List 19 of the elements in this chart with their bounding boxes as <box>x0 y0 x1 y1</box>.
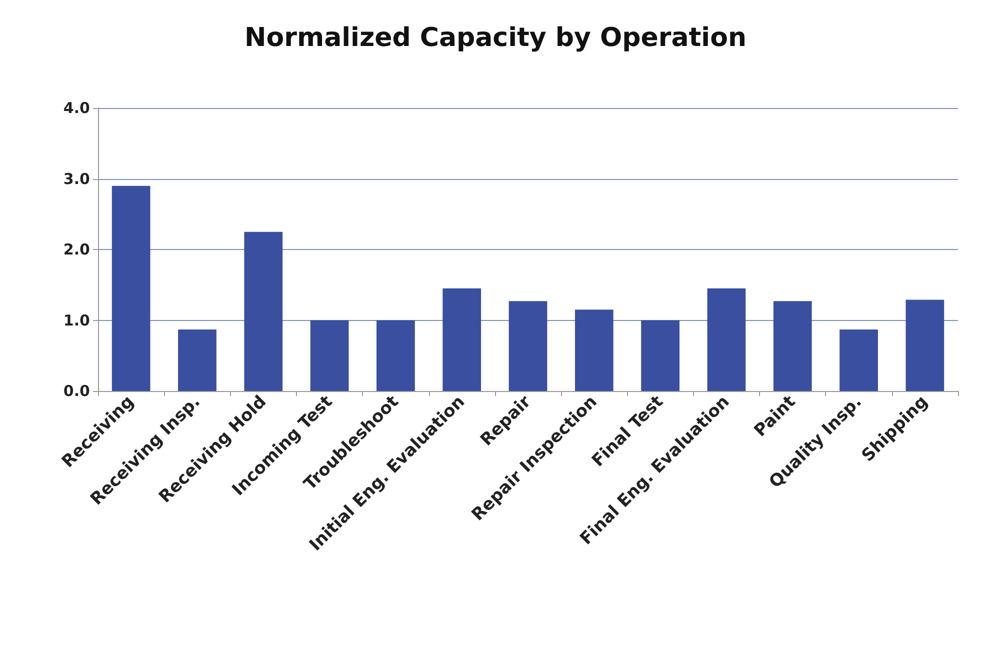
bar <box>310 320 349 391</box>
bar <box>574 310 614 391</box>
bar <box>641 320 680 391</box>
bar <box>442 288 482 391</box>
y-tick-label: 3.0 <box>63 170 90 188</box>
bar <box>112 186 150 391</box>
y-tick-label: 2.0 <box>63 240 90 258</box>
chart-title: Normalized Capacity by Operation <box>244 23 746 53</box>
bar <box>773 301 812 391</box>
y-tick-label: 4.0 <box>63 99 90 117</box>
bar <box>906 300 944 391</box>
bar <box>244 232 283 391</box>
bar <box>840 329 878 391</box>
y-tick-label: 1.0 <box>63 311 90 330</box>
bar <box>707 288 746 391</box>
y-tick-label: 0.0 <box>63 382 90 400</box>
bar <box>376 320 415 391</box>
bar <box>178 329 216 391</box>
bar <box>508 301 548 391</box>
